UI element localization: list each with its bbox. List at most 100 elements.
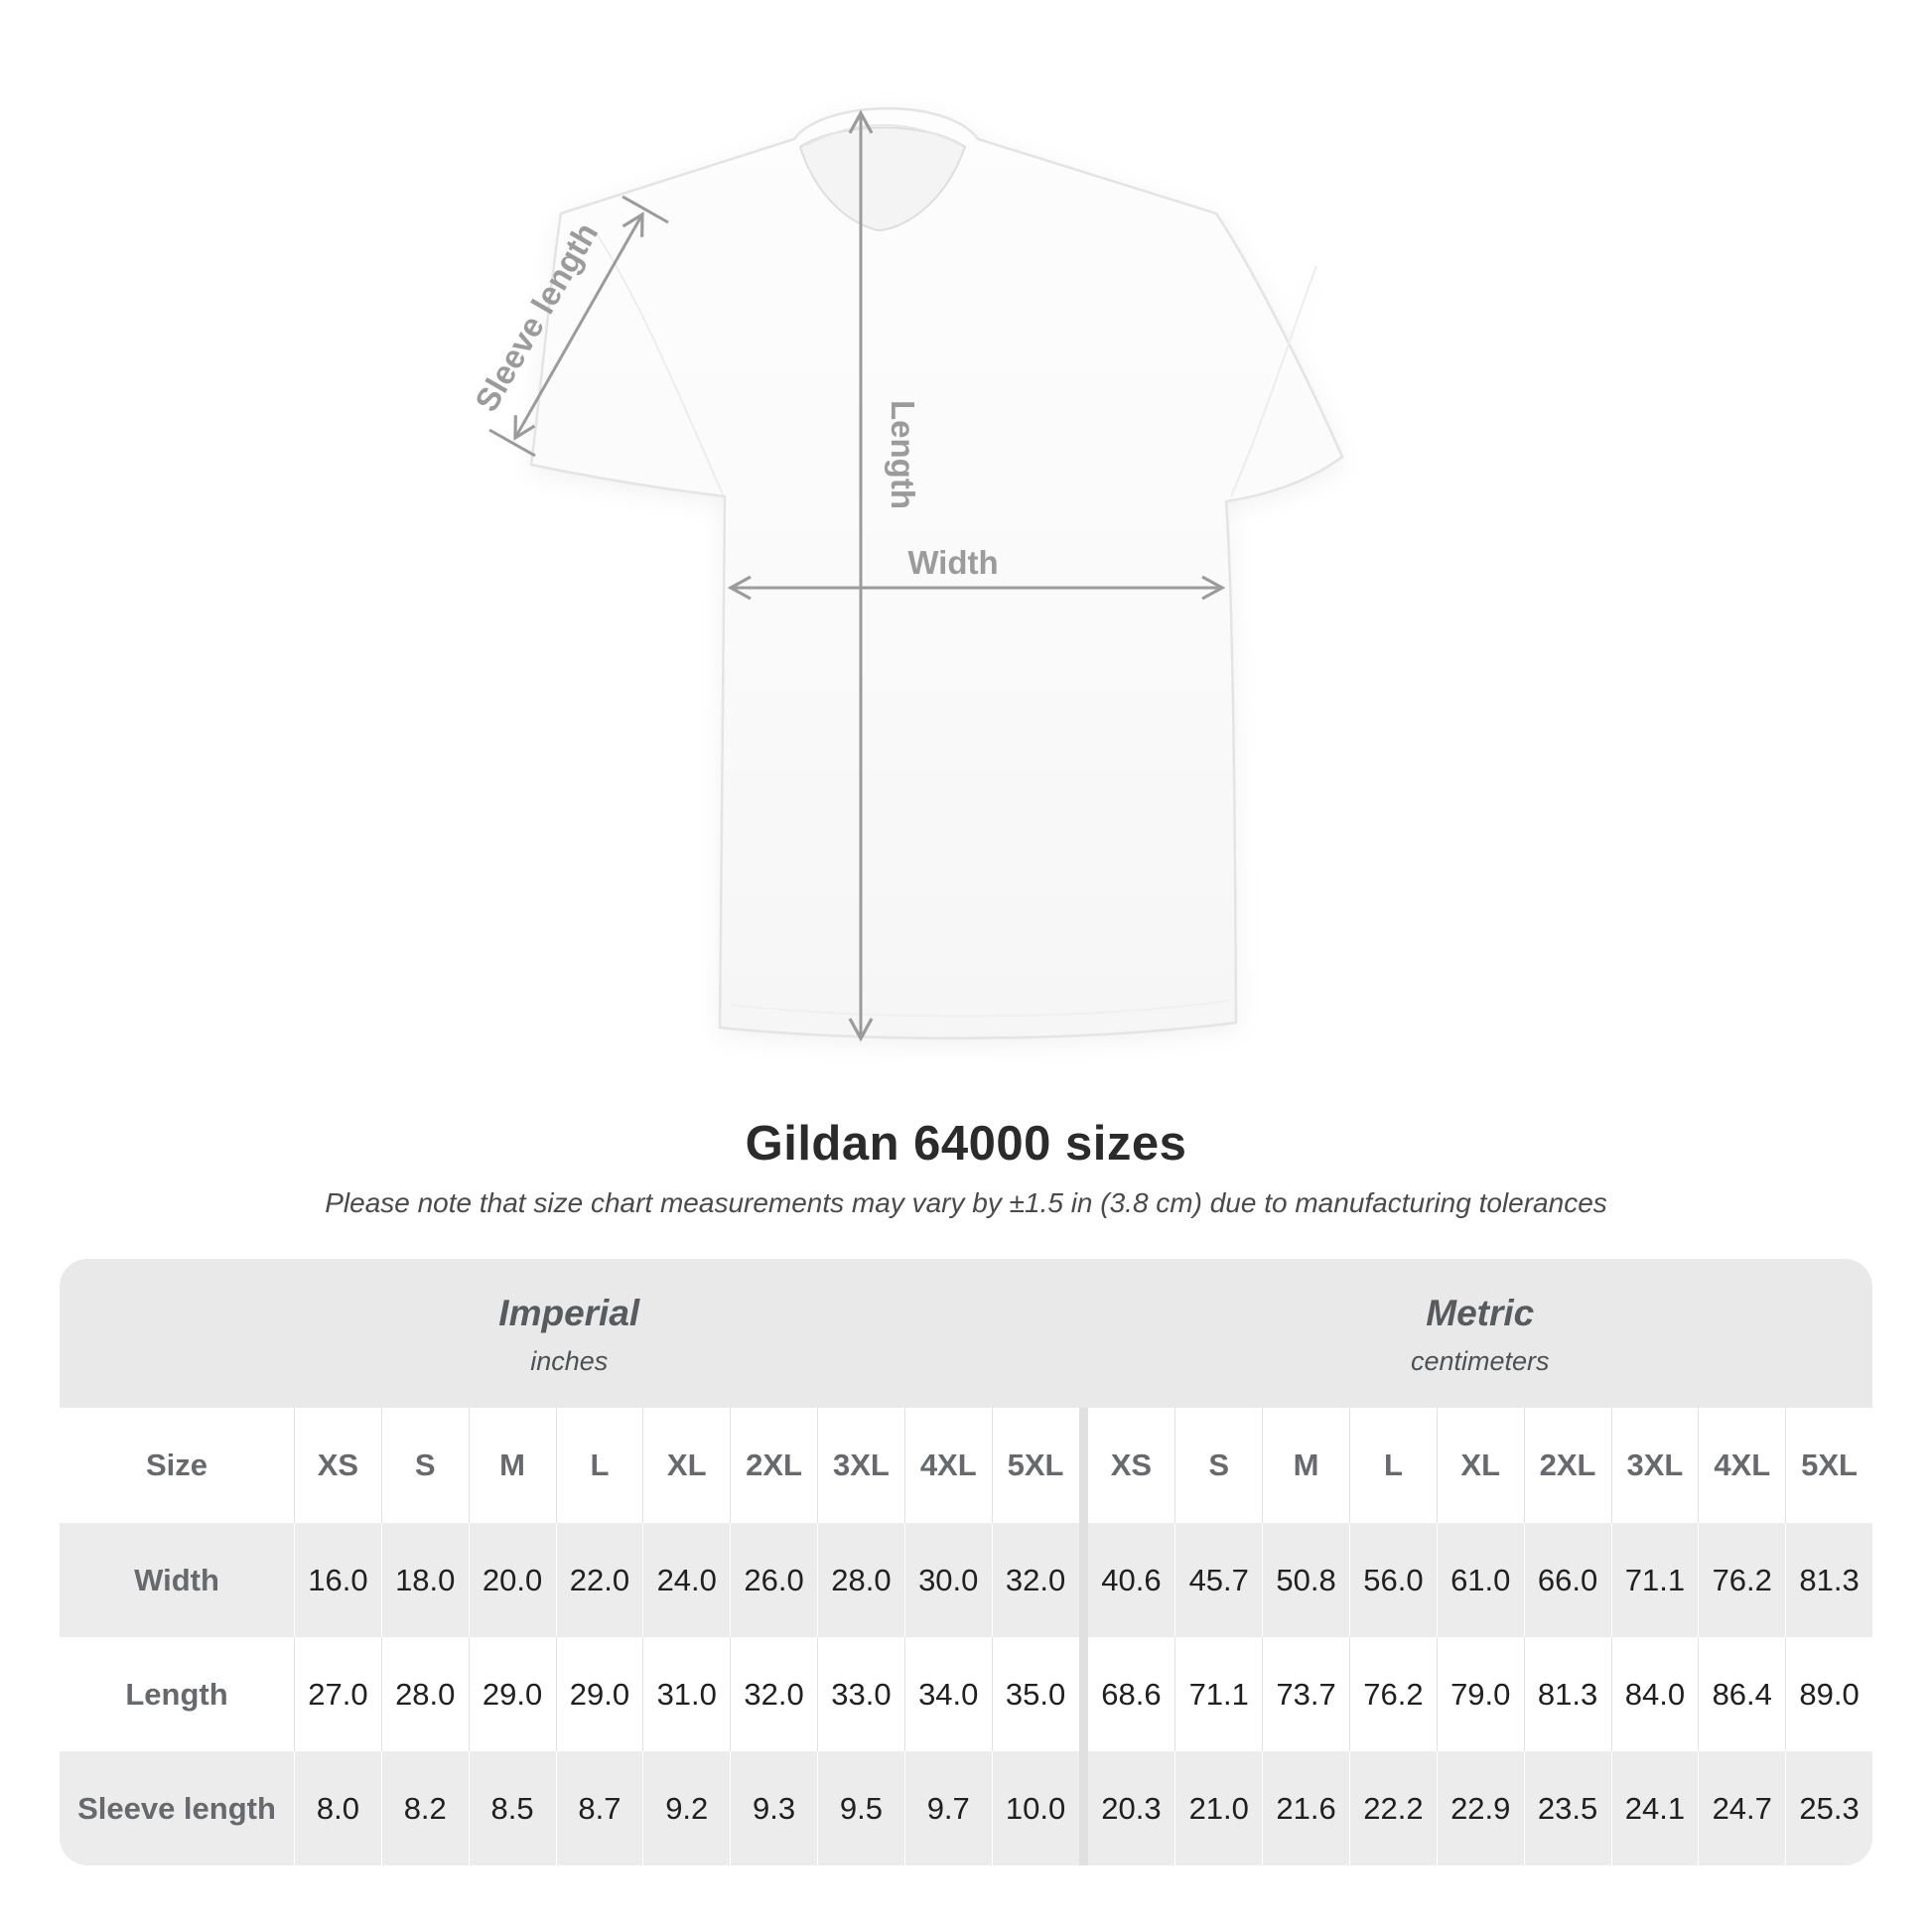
size-value-cell: 21.0 xyxy=(1174,1751,1262,1865)
size-value-cell: 61.0 xyxy=(1436,1523,1524,1637)
size-value-cell: 81.3 xyxy=(1785,1523,1872,1637)
size-value-cell: 24.7 xyxy=(1698,1751,1785,1865)
collar-ribbing xyxy=(805,124,962,146)
size-value-cell: 20.0 xyxy=(468,1523,556,1637)
units-header-band: Imperial inches Metric centimeters xyxy=(60,1259,1872,1408)
size-column-header: 5XL xyxy=(1785,1408,1872,1523)
size-column-header: S xyxy=(380,1408,469,1523)
size-value-cell: 22.9 xyxy=(1436,1751,1524,1865)
size-value-cell: 76.2 xyxy=(1698,1523,1785,1637)
size-value-cell: 81.3 xyxy=(1523,1637,1611,1751)
size-value-cell: 35.0 xyxy=(991,1637,1079,1751)
size-value-cell: 56.0 xyxy=(1349,1523,1437,1637)
size-column-header: 4XL xyxy=(903,1408,992,1523)
size-value-cell: 66.0 xyxy=(1523,1523,1611,1637)
size-value-cell: 27.0 xyxy=(294,1637,381,1751)
size-value-cell: 26.0 xyxy=(730,1523,817,1637)
size-value-cell: 29.0 xyxy=(555,1637,643,1751)
size-column-header: 2XL xyxy=(1523,1408,1611,1523)
size-value-cell: 28.0 xyxy=(817,1523,904,1637)
size-value-cell: 40.6 xyxy=(1101,1562,1162,1597)
size-value-cell: 34.0 xyxy=(903,1637,992,1751)
collar xyxy=(798,126,967,232)
size-table: Imperial inches Metric centimeters Size X… xyxy=(60,1259,1872,1865)
size-column-header: S xyxy=(1174,1408,1262,1523)
table-row: Length 27.0 28.0 29.0 29.0 31.0 32.0 33.0 34.0 35… xyxy=(60,1637,1872,1751)
size-column-header: XL xyxy=(1436,1408,1524,1523)
imperial-metric-divider xyxy=(1078,1637,1088,1751)
size-value-cell: 71.1 xyxy=(1610,1523,1699,1637)
hem-stitch xyxy=(729,1000,1230,1018)
row-label: Width xyxy=(134,1562,219,1597)
imperial-metric-divider xyxy=(1078,1751,1088,1865)
imperial-label: Imperial xyxy=(498,1292,640,1333)
size-value-cell: 16.0 xyxy=(294,1523,381,1637)
size-value-cell: 32.0 xyxy=(991,1523,1079,1637)
size-value-cell: 76.2 xyxy=(1349,1637,1437,1751)
width-label: Width xyxy=(907,544,998,581)
row-label: Length xyxy=(125,1676,228,1712)
table-row: Sleeve length 8.0 8.2 8.5 8.7 9.2 9.3 9.5 9.7 10.… xyxy=(60,1751,1872,1865)
imperial-unit: inches xyxy=(530,1345,609,1376)
metric-unit: centimeters xyxy=(1410,1345,1550,1376)
metric-group-header: Metric centimeters xyxy=(1088,1259,1873,1408)
size-column-header: L xyxy=(555,1408,643,1523)
imperial-metric-divider xyxy=(1078,1408,1088,1523)
tshirt-figure: Length Width Sleeve length xyxy=(468,107,1344,1042)
title-block: Gildan 64000 sizes Please note that size… xyxy=(0,1116,1932,1219)
size-value-cell: 8.2 xyxy=(380,1751,469,1865)
size-value-cell: 23.5 xyxy=(1523,1751,1611,1865)
size-column-header: XL xyxy=(642,1408,730,1523)
size-value-cell: 8.5 xyxy=(468,1751,556,1865)
size-value-cell: 9.2 xyxy=(642,1751,730,1865)
imperial-group-header: Imperial inches xyxy=(60,1259,1079,1408)
sleeve-length-arrow xyxy=(488,195,669,458)
imperial-metric-divider xyxy=(1078,1523,1088,1637)
right-sleeve-seam xyxy=(1230,265,1317,497)
dimension-tick xyxy=(621,195,669,224)
size-value-cell: 22.2 xyxy=(1349,1751,1437,1865)
size-value-cell: 33.0 xyxy=(817,1637,904,1751)
size-value-cell: 32.0 xyxy=(730,1637,817,1751)
size-value-cell: 79.0 xyxy=(1436,1637,1524,1751)
size-column-header: 3XL xyxy=(817,1408,904,1523)
size-value-cell: 9.5 xyxy=(817,1751,904,1865)
size-value-cell: 24.1 xyxy=(1610,1751,1699,1865)
size-column-header: M xyxy=(1262,1408,1349,1523)
size-value-cell: 25.3 xyxy=(1785,1751,1872,1865)
table-row: Width 16.0 18.0 20.0 22.0 24.0 26.0 28.0 30.0 32.… xyxy=(60,1523,1872,1637)
size-column-header: 4XL xyxy=(1698,1408,1785,1523)
size-value-cell: 10.0 xyxy=(991,1751,1079,1865)
size-value-cell: 84.0 xyxy=(1610,1637,1699,1751)
size-value-cell: 8.7 xyxy=(555,1751,643,1865)
row-label: Size xyxy=(145,1448,208,1482)
size-value-cell: 28.0 xyxy=(380,1637,469,1751)
size-column-header: L xyxy=(1349,1408,1437,1523)
tolerance-note: Please note that size chart measurements… xyxy=(325,1187,1607,1218)
table-row: Size XS S M L XL 2XL 3XL 4XL 5XL XS S M L XL 2XL 3XL 4XL 5… xyxy=(60,1408,1872,1523)
size-value-cell: 8.0 xyxy=(294,1751,381,1865)
size-value-cell: 71.1 xyxy=(1174,1637,1262,1751)
size-value-cell: 50.8 xyxy=(1262,1523,1349,1637)
size-column-header: XS xyxy=(1110,1448,1153,1482)
size-value-cell: 21.6 xyxy=(1262,1751,1349,1865)
size-value-cell: 68.6 xyxy=(1101,1676,1162,1712)
size-column-header: 2XL xyxy=(730,1408,817,1523)
size-column-header: 3XL xyxy=(1610,1408,1699,1523)
size-table-grid: Size XS S M L XL 2XL 3XL 4XL 5XL XS S M L XL 2XL 3XL 4XL 5… xyxy=(60,1408,1872,1865)
tshirt-photo xyxy=(529,107,1344,1039)
size-value-cell: 30.0 xyxy=(903,1523,992,1637)
page-title: Gildan 64000 sizes xyxy=(745,1117,1187,1171)
size-value-cell: 86.4 xyxy=(1698,1637,1785,1751)
size-value-cell: 31.0 xyxy=(642,1637,730,1751)
size-column-header: 5XL xyxy=(991,1408,1079,1523)
size-column-header: XS xyxy=(294,1408,381,1523)
size-value-cell: 29.0 xyxy=(468,1637,556,1751)
size-value-cell: 9.3 xyxy=(730,1751,817,1865)
size-column-header: M xyxy=(468,1408,556,1523)
size-value-cell: 45.7 xyxy=(1174,1523,1262,1637)
tshirt-silhouette xyxy=(529,107,1344,1039)
size-value-cell: 9.7 xyxy=(903,1751,992,1865)
size-value-cell: 73.7 xyxy=(1262,1637,1349,1751)
